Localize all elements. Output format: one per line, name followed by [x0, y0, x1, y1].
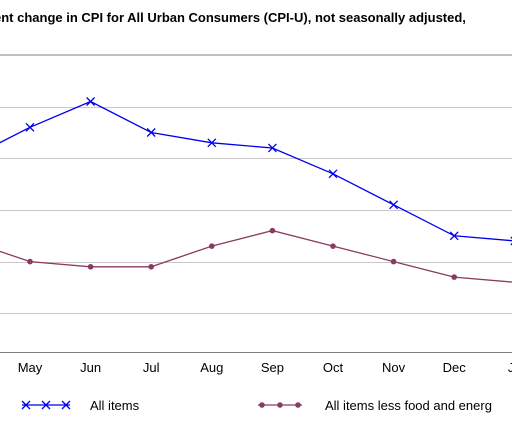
data-point-core — [390, 258, 397, 265]
x-tick-label: May — [18, 360, 43, 375]
legend-marker-all-items — [61, 400, 71, 410]
x-tick-label: Sep — [261, 360, 284, 375]
legend-marker-all-items — [21, 400, 31, 410]
legend-label-core: All items less food and energ — [325, 398, 492, 413]
series-line-1 — [0, 229, 512, 283]
data-point-all-items — [389, 200, 399, 210]
data-point-all-items — [267, 143, 277, 153]
data-point-core — [269, 227, 276, 234]
x-tick-label: Aug — [200, 360, 223, 375]
x-tick-label: Ja — [508, 360, 512, 375]
x-tick-label: Jul — [143, 360, 160, 375]
data-point-core — [330, 243, 336, 249]
data-point-all-items — [207, 138, 217, 148]
legend-marker-core — [277, 402, 283, 408]
data-point-all-items — [25, 122, 35, 132]
data-point-all-items — [328, 169, 338, 179]
data-point-core — [209, 243, 215, 249]
data-point-core — [148, 263, 154, 270]
data-point-all-items — [449, 231, 459, 241]
x-tick-label: Dec — [443, 360, 467, 375]
legend-label-all-items: All items — [90, 398, 140, 413]
legend-marker-core — [259, 402, 265, 408]
data-point-core — [87, 263, 94, 270]
chart-title-text: ent change in CPI for All Urban Consumer… — [0, 10, 466, 25]
data-point-core — [27, 258, 33, 265]
data-point-all-items — [86, 97, 96, 106]
x-tick-label: Oct — [323, 360, 344, 375]
legend-marker-all-items — [41, 400, 51, 410]
legend-marker-core — [295, 402, 301, 408]
x-tick-label: Jun — [80, 360, 101, 375]
series-line-0 — [0, 100, 512, 242]
x-tick-label: Nov — [382, 360, 406, 375]
data-point-core — [451, 274, 458, 280]
data-point-all-items — [146, 128, 156, 137]
